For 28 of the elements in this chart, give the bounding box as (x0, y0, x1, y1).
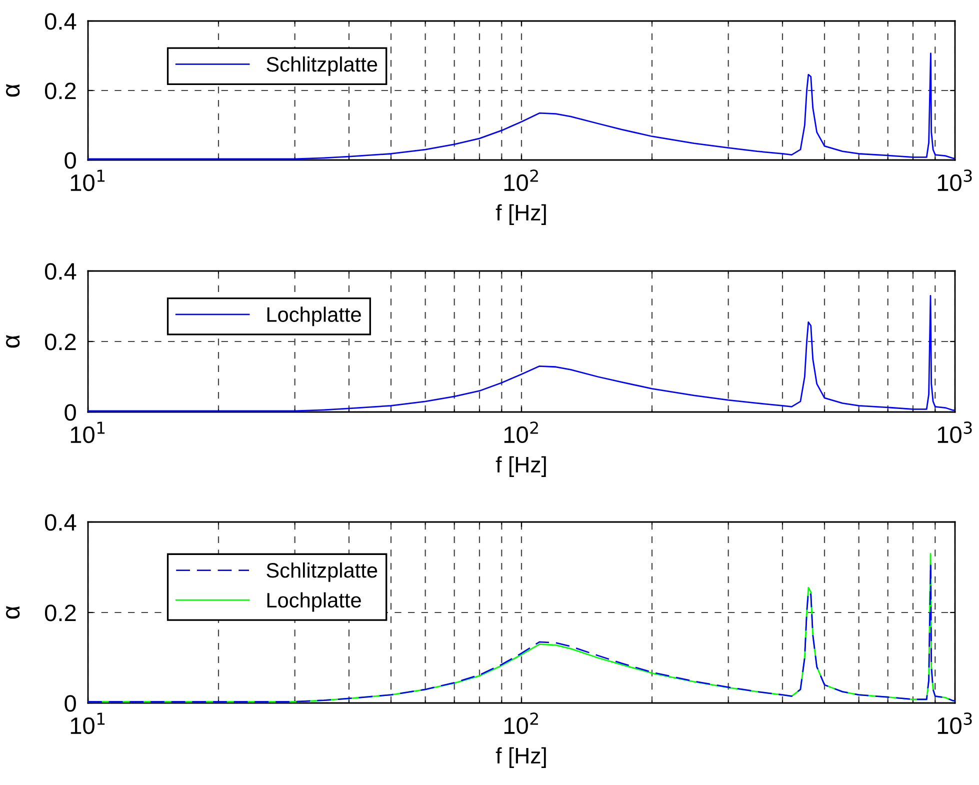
y-tick-label: 0 (64, 404, 76, 421)
y-axis-title: α (6, 606, 20, 619)
x-tick-label: 10$^{2}$ (504, 712, 538, 734)
legend-label: Schlitzplatte (266, 56, 378, 76)
y-axis-title: α (6, 334, 20, 348)
y-tick-label: 0 (64, 695, 76, 712)
legend-label: Lochplatte (267, 592, 361, 612)
x-tick-label: 10$^{1}$ (70, 170, 105, 192)
y-tick-label: 0.2 (44, 334, 76, 350)
x-tick-label: 10$^{2}$ (504, 422, 538, 444)
y-tick-label: 0.2 (44, 82, 76, 100)
y-tick-label: 0.2 (44, 604, 76, 622)
y-axis-title: α (6, 84, 20, 97)
legend-label: Lochplatte (267, 306, 361, 326)
y-tick-label: 0.4 (44, 514, 76, 531)
legend-label: Schlitzplatte (266, 562, 378, 582)
x-tick-label: 10$^{3}$ (938, 712, 972, 734)
x-axis-title: f [Hz] (496, 456, 546, 477)
y-tick-label: 0.4 (44, 263, 76, 280)
x-axis-title: f [Hz] (496, 747, 546, 768)
y-tick-label: 0 (64, 152, 76, 169)
x-axis-title: f [Hz] (496, 204, 546, 225)
x-tick-label: 10$^{3}$ (938, 422, 972, 444)
y-tick-label: 0.4 (44, 13, 76, 30)
x-tick-label: 10$^{3}$ (938, 170, 972, 192)
x-tick-label: 10$^{2}$ (504, 170, 538, 192)
x-tick-label: 10$^{1}$ (70, 712, 105, 734)
x-tick-label: 10$^{1}$ (70, 422, 105, 444)
